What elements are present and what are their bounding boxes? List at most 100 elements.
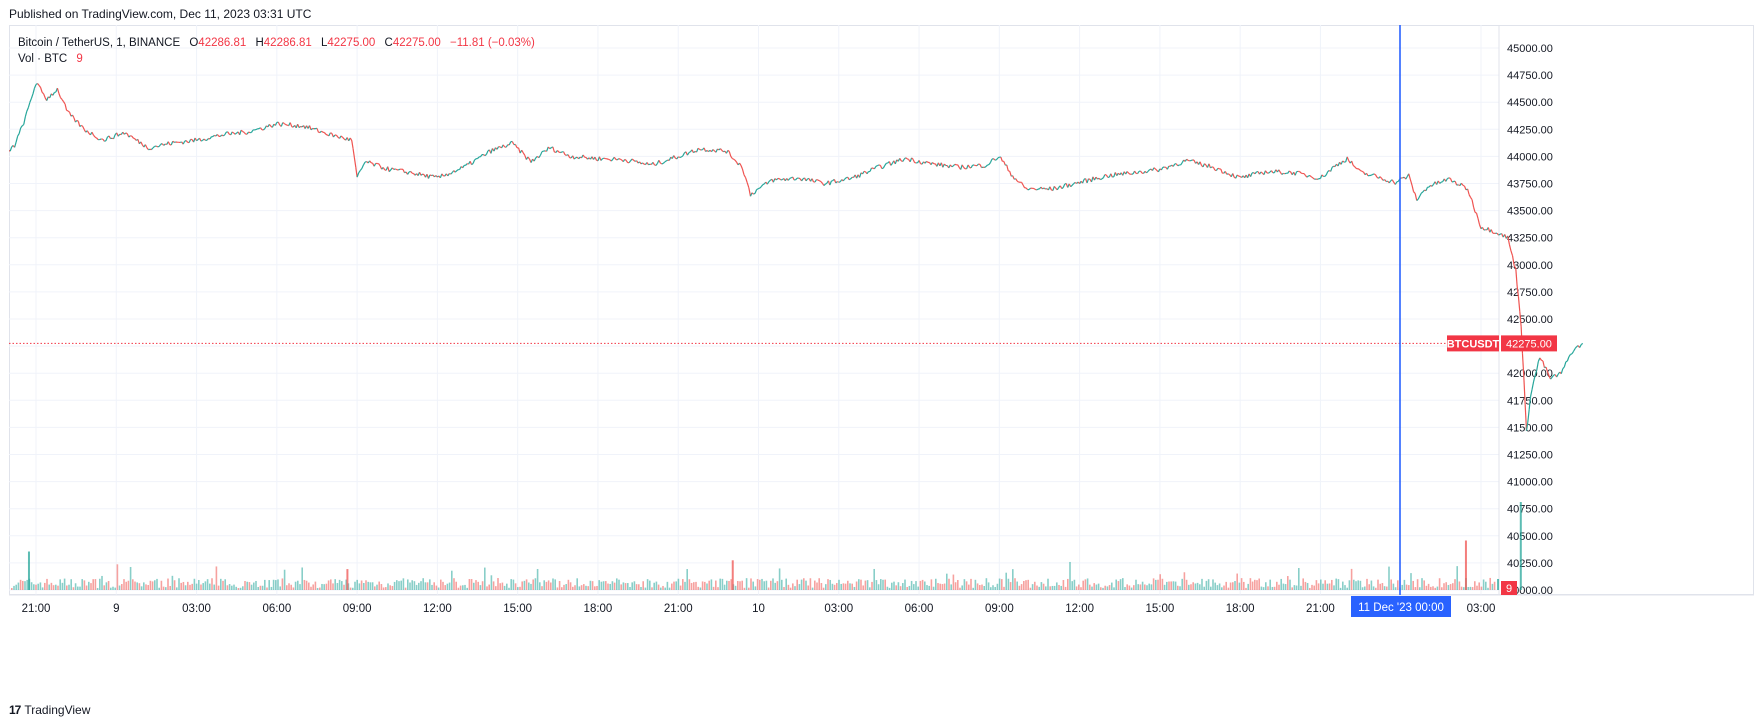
volume-bar [35,584,37,590]
price-candle [760,184,764,188]
price-candle [125,132,128,135]
volume-bar [1236,573,1238,590]
volume-bar [50,582,53,590]
price-chart[interactable]: 45000.00 44750.00 44500.00 44250.00 44000.00… [9,25,1754,695]
volume-bar [913,584,915,590]
price-candle [229,133,231,136]
price-candle [1278,169,1281,173]
volume-bar [473,582,475,590]
volume-bar [134,581,136,590]
volume-bar [90,583,92,590]
x-tick-label: 03:00 [182,603,211,615]
price-candle [69,112,72,117]
volume-bar [699,587,702,590]
volume-bar [1150,584,1153,590]
price-candle [674,157,678,160]
y-tick-label: 44500.00 [1507,97,1553,109]
price-candle [1448,177,1451,179]
volume-bar [737,580,739,590]
volume-bar [770,580,772,590]
price-candle [618,157,621,160]
volume-bar [1317,583,1320,590]
price-candle [1305,175,1308,178]
volume-bar [1152,578,1155,590]
volume-bar [1122,578,1124,590]
volume-bar [1053,585,1056,590]
volume-bar [539,582,541,590]
volume-bar [121,584,123,590]
volume-bar [772,578,774,590]
volume-bar [382,587,385,590]
price-candle [1000,156,1003,162]
volume-bar [371,582,374,590]
price-candle [973,164,976,167]
price-candle [1545,366,1549,372]
volume-bar [398,581,400,590]
volume-bar [1229,582,1232,590]
volume-bar [1130,587,1133,590]
price-candle [46,96,49,101]
volume-bar [88,581,90,590]
price-candle [1539,357,1542,361]
price-candle [1417,195,1421,200]
price-candle [646,162,649,166]
price-candle [56,87,60,94]
volume-bar [187,581,189,590]
price-candle [402,169,406,173]
volume-bar [13,585,15,590]
volume-bar [400,580,402,590]
volume-bar [882,579,884,590]
price-candle [200,139,203,142]
volume-bar [567,579,570,590]
price-candle [587,157,590,160]
last-price-badge [1501,335,1557,352]
price-candle [741,168,745,176]
price-candle [263,127,266,131]
price-candle [1270,170,1274,174]
volume-badge-label: 9 [1506,583,1512,595]
price-candle [1134,170,1137,174]
volume-bar [479,585,482,590]
chart-frame[interactable]: 45000.00 44750.00 44500.00 44250.00 44000.00… [9,25,1754,695]
price-candle [1022,184,1026,189]
price-candle [609,159,612,162]
price-candle [1379,176,1383,179]
price-candle [1413,191,1416,194]
price-candle [1013,178,1016,180]
price-candle [128,135,131,138]
price-candle [1388,180,1392,184]
price-candle [1321,174,1324,177]
volume-bar [908,585,911,590]
volume-bar [114,587,116,590]
footer-branding[interactable]: 17 TradingView [9,703,90,717]
volume-bar [79,586,81,590]
price-candle [1042,187,1045,190]
price-candle [573,157,577,160]
y-tick-label: 42500.00 [1507,314,1553,326]
volume-bar [600,581,603,590]
price-candle [1525,422,1529,431]
price-candle [1508,244,1512,251]
price-candle [1036,188,1039,191]
volume-bar [96,587,99,590]
volume-bar [248,582,251,590]
volume-bar [1133,585,1135,590]
price-candle [1101,177,1104,180]
price-candle [1390,179,1393,182]
volume-bar [1366,578,1368,590]
volume-bar [437,587,440,590]
price-candle [566,154,569,156]
volume-bar [686,569,688,590]
volume-bar [127,580,130,590]
volume-bar [228,584,231,590]
volume-bar [767,587,770,590]
crosshair-time-badge[interactable] [1351,596,1451,617]
price-candle [1049,186,1052,191]
volume-bar [660,587,662,590]
volume-bar [33,584,35,590]
price-candle [756,188,759,191]
price-candle [844,177,847,180]
legend-change: −11.81 (−0.03%) [450,37,535,49]
volume-bar [1262,587,1265,590]
volume-bar [1082,580,1084,590]
